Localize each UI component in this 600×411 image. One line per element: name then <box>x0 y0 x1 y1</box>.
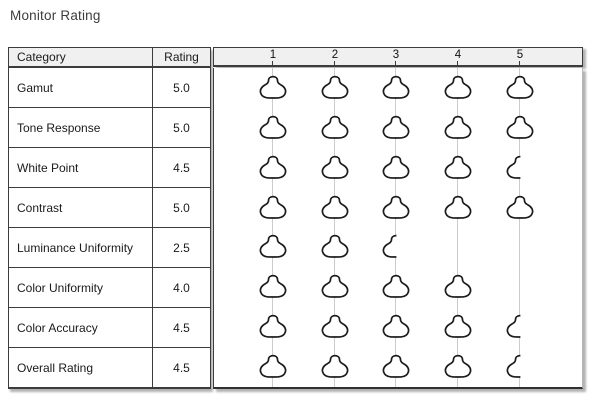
rating-blob-icon <box>443 274 473 300</box>
table-row: Tone Response 5.0 <box>9 108 210 148</box>
chart-gridline <box>457 68 458 387</box>
monitor-rating-report: Category Rating Gamut 5.0 Tone Response … <box>8 47 583 389</box>
scale-tick-icon <box>272 61 273 65</box>
chart-gridline <box>519 68 520 387</box>
chart-gridline <box>395 68 396 387</box>
rating-blob-half-icon <box>505 155 535 181</box>
column-header-category: Category <box>9 48 153 66</box>
rating-value: 4.5 <box>153 148 210 187</box>
table-row: Contrast 5.0 <box>9 188 210 228</box>
category-label: Tone Response <box>9 108 153 147</box>
chart-scale-header: 1 2 3 4 5 <box>213 47 583 67</box>
rating-blob-half-icon <box>505 314 535 340</box>
rating-value: 5.0 <box>153 68 210 107</box>
rating-blob-icon <box>320 274 350 300</box>
rating-table: Category Rating Gamut 5.0 Tone Response … <box>8 47 211 389</box>
rating-value: 4.5 <box>153 348 210 387</box>
rating-blob-icon <box>258 274 288 300</box>
rating-blob-icon <box>381 75 411 101</box>
rating-value: 4.5 <box>153 308 210 347</box>
table-row: Gamut 5.0 <box>9 68 210 108</box>
rating-blob-icon <box>381 115 411 141</box>
rating-blob-icon <box>258 155 288 181</box>
rating-blob-icon <box>258 314 288 340</box>
rating-blob-icon <box>320 75 350 101</box>
scale-tick-icon <box>395 61 396 65</box>
rating-blob-icon <box>443 75 473 101</box>
rating-blob-icon <box>381 195 411 221</box>
category-label: White Point <box>9 148 153 187</box>
chart-gridline <box>334 68 335 387</box>
rating-blob-icon <box>320 155 350 181</box>
scale-label: 1 <box>269 49 277 61</box>
rating-blob-icon <box>320 314 350 340</box>
rating-blob-icon <box>505 195 535 221</box>
category-label: Gamut <box>9 68 153 107</box>
rating-blob-icon <box>320 234 350 260</box>
rating-blob-icon <box>381 314 411 340</box>
rating-blob-icon <box>443 314 473 340</box>
column-header-rating: Rating <box>164 50 199 64</box>
scale-tick-icon <box>334 61 335 65</box>
rating-blob-icon <box>381 354 411 380</box>
rating-blob-icon <box>443 115 473 141</box>
table-row: Color Accuracy 4.5 <box>9 308 210 348</box>
table-row: Color Uniformity 4.0 <box>9 268 210 308</box>
chart-gridline <box>272 68 273 387</box>
scale-tick-icon <box>519 61 520 65</box>
table-header-row: Category Rating <box>9 48 210 68</box>
page-title: Monitor Rating <box>10 8 101 23</box>
rating-blob-icon <box>381 155 411 181</box>
rating-blob-icon <box>258 234 288 260</box>
rating-value: 5.0 <box>153 188 210 227</box>
rating-chart <box>213 68 583 389</box>
category-label: Luminance Uniformity <box>9 228 153 267</box>
rating-blob-icon <box>320 115 350 141</box>
rating-blob-icon <box>443 195 473 221</box>
table-row: White Point 4.5 <box>9 148 210 188</box>
rating-blob-icon <box>320 354 350 380</box>
rating-blob-icon <box>258 75 288 101</box>
scale-label: 5 <box>516 49 524 61</box>
table-row: Luminance Uniformity 2.5 <box>9 228 210 268</box>
table-row: Overall Rating 4.5 <box>9 348 210 387</box>
scale-label: 4 <box>454 49 462 61</box>
rating-value: 2.5 <box>153 228 210 267</box>
category-label: Overall Rating <box>9 348 153 387</box>
rating-value: 5.0 <box>153 108 210 147</box>
rating-blob-icon <box>258 115 288 141</box>
rating-blob-icon <box>258 354 288 380</box>
rating-blob-half-icon <box>381 234 411 260</box>
category-label: Color Accuracy <box>9 308 153 347</box>
scale-tick-icon <box>457 61 458 65</box>
rating-blob-half-icon <box>505 354 535 380</box>
rating-blob-icon <box>258 195 288 221</box>
rating-blob-icon <box>505 115 535 141</box>
rating-blob-icon <box>443 354 473 380</box>
rating-blob-icon <box>320 195 350 221</box>
rating-blob-icon <box>381 274 411 300</box>
rating-blob-icon <box>443 155 473 181</box>
rating-value: 4.0 <box>153 268 210 307</box>
scale-label: 3 <box>392 49 400 61</box>
rating-blob-icon <box>505 75 535 101</box>
category-label: Contrast <box>9 188 153 227</box>
scale-label: 2 <box>331 49 339 61</box>
category-label: Color Uniformity <box>9 268 153 307</box>
